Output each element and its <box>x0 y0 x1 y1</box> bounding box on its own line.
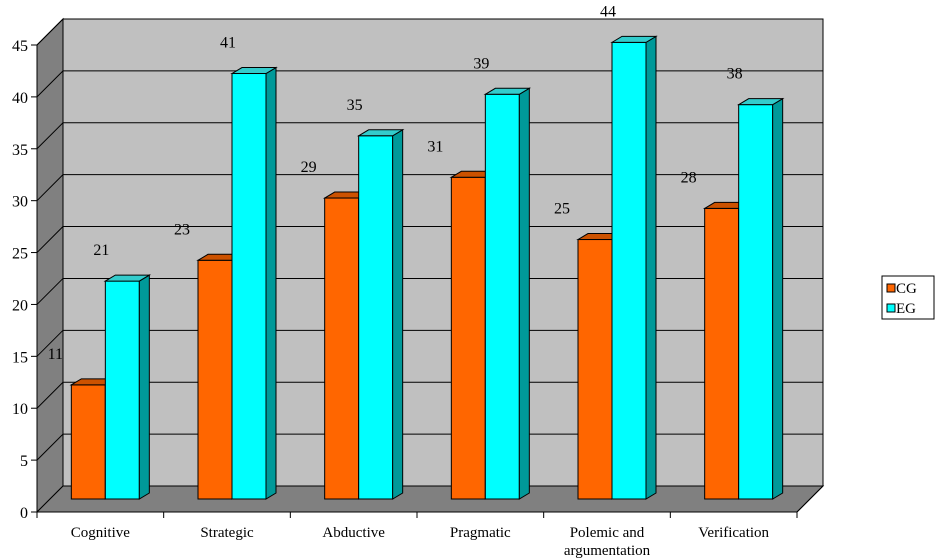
bar-side <box>645 35 657 500</box>
gridline <box>36 381 823 409</box>
x-tick-label: Polemic and <box>570 525 645 541</box>
data-label-eg: 39 <box>473 55 489 72</box>
legend-label-cg: CG <box>896 281 917 297</box>
bar-top <box>230 67 278 75</box>
bar-front <box>577 239 613 500</box>
legend-label-eg: EG <box>896 301 916 317</box>
bar-front <box>231 73 267 500</box>
y-tick-label: 15 <box>12 349 28 366</box>
gridline <box>36 70 823 98</box>
gridline <box>36 226 823 253</box>
gridline <box>36 18 823 46</box>
legend-box <box>881 275 935 320</box>
bar-side <box>392 128 404 500</box>
legend-swatch-eg <box>886 303 896 313</box>
x-tick-label: Cognitive <box>71 525 131 541</box>
floor-edge <box>796 485 824 513</box>
bar-top <box>736 98 785 106</box>
bars <box>69 35 785 500</box>
bar-side <box>265 66 277 500</box>
bar-front <box>611 41 647 500</box>
bar-eg <box>356 128 405 500</box>
y-tick-label: 40 <box>12 90 28 107</box>
x-axis: Cognitive Strategic Abductive Pragmatic Pole… <box>36 485 824 559</box>
data-label-cg: 25 <box>554 201 570 218</box>
y-tick-label: 10 <box>12 401 28 418</box>
x-tick-label: Verification <box>698 525 769 541</box>
data-label-eg: 41 <box>220 35 236 52</box>
bar-front <box>104 280 140 500</box>
y-tick-label: 0 <box>20 505 28 522</box>
bar-front <box>738 104 774 500</box>
bar-eg <box>610 35 658 500</box>
data-label-eg: 35 <box>347 97 363 114</box>
bar-front <box>484 93 520 500</box>
data-label-cg: 28 <box>681 169 697 186</box>
bar-front <box>324 197 360 500</box>
gridline <box>36 329 823 357</box>
bar-top <box>356 129 405 137</box>
plot-back-wall <box>62 18 824 487</box>
bar-front <box>450 176 486 500</box>
gridline <box>36 174 823 202</box>
bar-eg <box>230 66 278 500</box>
x-tick-label: Pragmatic <box>450 525 511 541</box>
y-tick-label: 45 <box>12 38 28 55</box>
x-tick-label: Abductive <box>322 525 385 541</box>
bar-top <box>103 274 152 282</box>
data-label-cg: 23 <box>174 221 190 238</box>
data-label-cg: 31 <box>427 138 443 155</box>
bar-top <box>483 87 532 95</box>
y-tick-label: 25 <box>12 246 28 263</box>
gridline <box>36 277 823 305</box>
bar-eg <box>483 87 532 500</box>
data-label-eg: 21 <box>93 242 109 259</box>
gridlines <box>36 18 823 461</box>
x-tick-label: argumentation <box>564 543 651 559</box>
bar-front <box>197 259 233 500</box>
data-label-cg: 11 <box>48 346 63 363</box>
data-label-eg: 38 <box>727 66 743 83</box>
bar-side <box>138 274 150 500</box>
bar-eg <box>736 97 785 500</box>
bar-eg <box>103 274 152 500</box>
y-tick-label: 20 <box>12 297 28 314</box>
bar-side <box>772 97 784 500</box>
y-tick-label: 5 <box>20 453 28 470</box>
legend-swatch-cg <box>886 283 896 293</box>
y-tick-label: 35 <box>12 142 28 159</box>
data-label-cg: 29 <box>301 159 317 176</box>
legend: CG EG <box>881 275 935 320</box>
y-axis: 0 5 10 15 20 25 30 35 40 45 <box>12 38 38 522</box>
x-tick-label: Strategic <box>200 525 254 541</box>
bar-front <box>358 135 394 500</box>
data-labels: 11 21 23 41 29 35 31 39 25 44 28 38 <box>48 3 743 362</box>
gridline <box>36 122 823 150</box>
bar-front <box>70 384 106 500</box>
gridline <box>36 433 823 461</box>
data-label-eg: 44 <box>600 3 616 20</box>
bar-front <box>704 207 740 500</box>
bar-side <box>518 87 530 500</box>
y-tick-label: 30 <box>12 194 28 211</box>
bar-top <box>610 35 658 43</box>
